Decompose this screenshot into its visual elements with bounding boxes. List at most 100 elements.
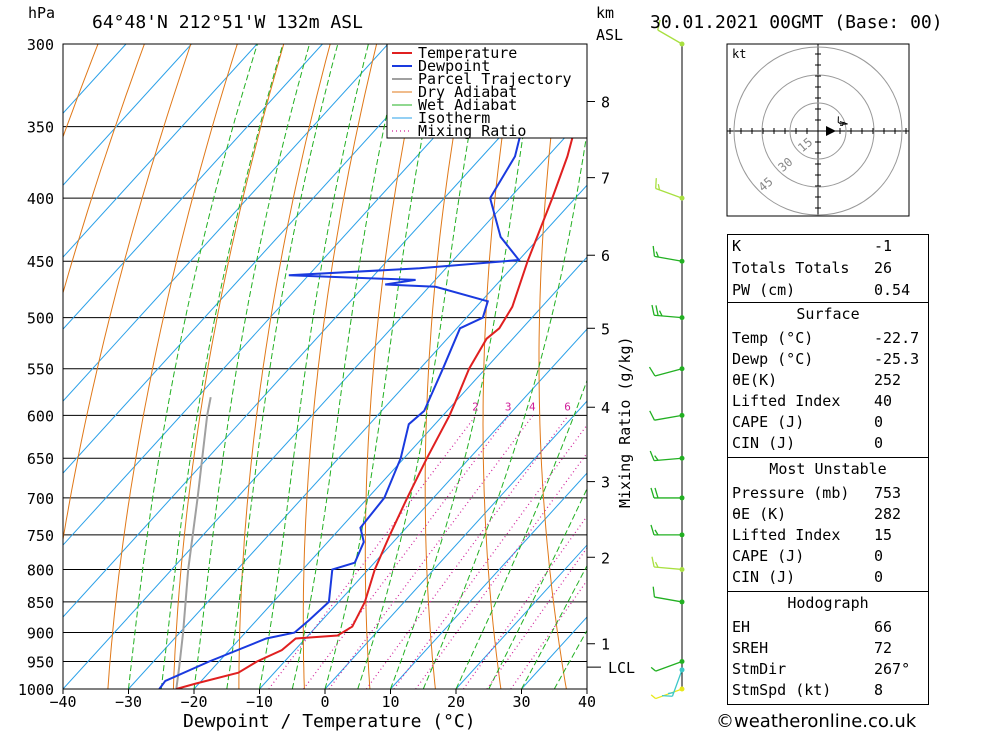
wind-barb-flag (650, 694, 657, 700)
wind-barb-column (648, 19, 685, 700)
wind-barb-flag (650, 487, 655, 499)
surface-title: Surface (796, 305, 860, 323)
surface-value: 0 (874, 413, 884, 431)
wet-adiabat-line (488, 487, 587, 689)
surface-row: Dewp (°C) -25.3 (728, 348, 928, 369)
wind-barb-flag (649, 410, 656, 421)
mu-row: Lifted Index 15 (728, 524, 928, 545)
mixing-ratio-line (268, 414, 477, 689)
pressure-tick-label: 650 (27, 450, 54, 468)
isotherm-line (63, 44, 192, 186)
wind-barb-staff (654, 368, 683, 377)
temperature-tick-label: −20 (180, 693, 207, 711)
legend-box (386, 43, 588, 139)
lcl-label: LCL (608, 659, 635, 677)
surface-key: CIN (J) (732, 434, 796, 452)
hodo-value: 8 (874, 681, 884, 699)
parcel-trajectory-line (175, 397, 212, 689)
surface-value: 252 (874, 371, 902, 389)
temperature-tick-label: 30 (512, 693, 530, 711)
isotherm-line (63, 44, 258, 258)
indices-panel: K -1 Totals Totals 26 PW (cm) 0.54 (727, 234, 929, 303)
index-key: K (732, 237, 742, 255)
wind-level-dot (679, 667, 685, 673)
wind-barb-flag (651, 556, 655, 568)
hodograph-trace (837, 116, 848, 126)
surface-row: CAPE (J) 0 (728, 411, 928, 432)
dewpoint-line (158, 44, 547, 689)
mu-key: Pressure (mb) (732, 484, 850, 502)
x-axis-label: Dewpoint / Temperature (°C) (183, 711, 476, 732)
mu-value: 282 (874, 505, 902, 523)
wind-barb-flag (654, 529, 659, 536)
mu-value: 753 (874, 484, 902, 502)
wind-barb-flag (657, 19, 661, 31)
wind-barb-flag (655, 178, 657, 189)
wind-level-dot (679, 315, 685, 321)
hodograph-ring (761, 74, 875, 188)
mu-key: Lifted Index (732, 526, 841, 544)
mu-key: CAPE (J) (732, 547, 805, 565)
hodo-row: SREH 72 (728, 637, 928, 658)
mu-key: CIN (J) (732, 568, 796, 586)
legend-wet-adiabat: Wet Adiabat (418, 96, 517, 114)
dry-adiabat-line (107, 44, 238, 689)
wind-barb-staff (654, 596, 683, 603)
surface-row: Lifted Index 40 (728, 390, 928, 411)
wind-barb-flag (655, 305, 659, 316)
dry-adiabat-line (63, 44, 145, 295)
wind-level-dot (679, 659, 685, 665)
hodograph-title: Hodograph (787, 594, 869, 612)
wet-adiabat-line (226, 44, 339, 689)
most-unstable-title: Most Unstable (769, 460, 887, 478)
dry-adiabat-line (424, 44, 470, 689)
surface-key: Dewp (°C) (732, 350, 814, 368)
isotherm-line (128, 184, 587, 689)
mixing-ratio-line (365, 414, 569, 689)
mixing-ratio-label: 6 (564, 400, 571, 413)
plot-frame (62, 43, 588, 690)
index-value: 26 (874, 259, 893, 277)
hodo-value: 267° (874, 660, 911, 678)
wind-level-dot (679, 599, 685, 605)
hodograph-ring (789, 102, 847, 160)
wind-barb-staff (671, 669, 683, 697)
dry-adiabat-line (172, 44, 285, 689)
wind-barb-flag (654, 487, 659, 499)
chart-axes: 3003504004505005506006507007508008509009… (18, 36, 635, 711)
surface-row: θE(K) 252 (728, 369, 928, 390)
km-tick-label: 8 (601, 94, 610, 112)
km-unit-label: km (596, 4, 614, 22)
legend: Temperature Dewpoint Parcel Trajectory D… (386, 43, 588, 140)
pressure-tick-label: 550 (27, 361, 54, 379)
most-unstable-panel: Most Unstable Pressure (mb) 753 θE (K) 282… (727, 457, 929, 592)
hodograph-unit-label: kt (732, 47, 746, 61)
mu-value: 0 (874, 568, 884, 586)
isotherm-line (63, 44, 323, 330)
index-value: -1 (874, 237, 893, 255)
hodograph-ring (733, 46, 903, 216)
isotherm-line (259, 328, 587, 689)
wind-barb-flag (648, 366, 656, 377)
wind-barb-flag (654, 455, 659, 461)
wind-level-dot (679, 686, 685, 692)
km-tick-label: 2 (601, 549, 610, 567)
wind-barb-flag (652, 586, 656, 598)
mu-value: 0 (874, 547, 884, 565)
wind-level-dot (679, 258, 685, 264)
mu-row: Pressure (mb) 753 (728, 482, 928, 503)
credit-link[interactable]: ©weatheronline.co.uk (716, 711, 917, 732)
wet-adiabat-line (160, 44, 284, 689)
km-tick-label: 7 (601, 170, 610, 188)
wet-adiabat-line (128, 44, 258, 689)
temperature-tick-label: −40 (49, 693, 76, 711)
index-value: 0.54 (874, 281, 911, 299)
hodo-key: StmSpd (kt) (732, 681, 832, 699)
profiles-clip-group (158, 44, 587, 689)
surface-row: Temp (°C) -22.7 (728, 327, 928, 348)
wet-adiabat-line (357, 44, 486, 689)
pressure-tick-label: 750 (27, 527, 54, 545)
mixing-ratio-line (415, 452, 587, 689)
km-tick-label: 1 (601, 636, 610, 654)
